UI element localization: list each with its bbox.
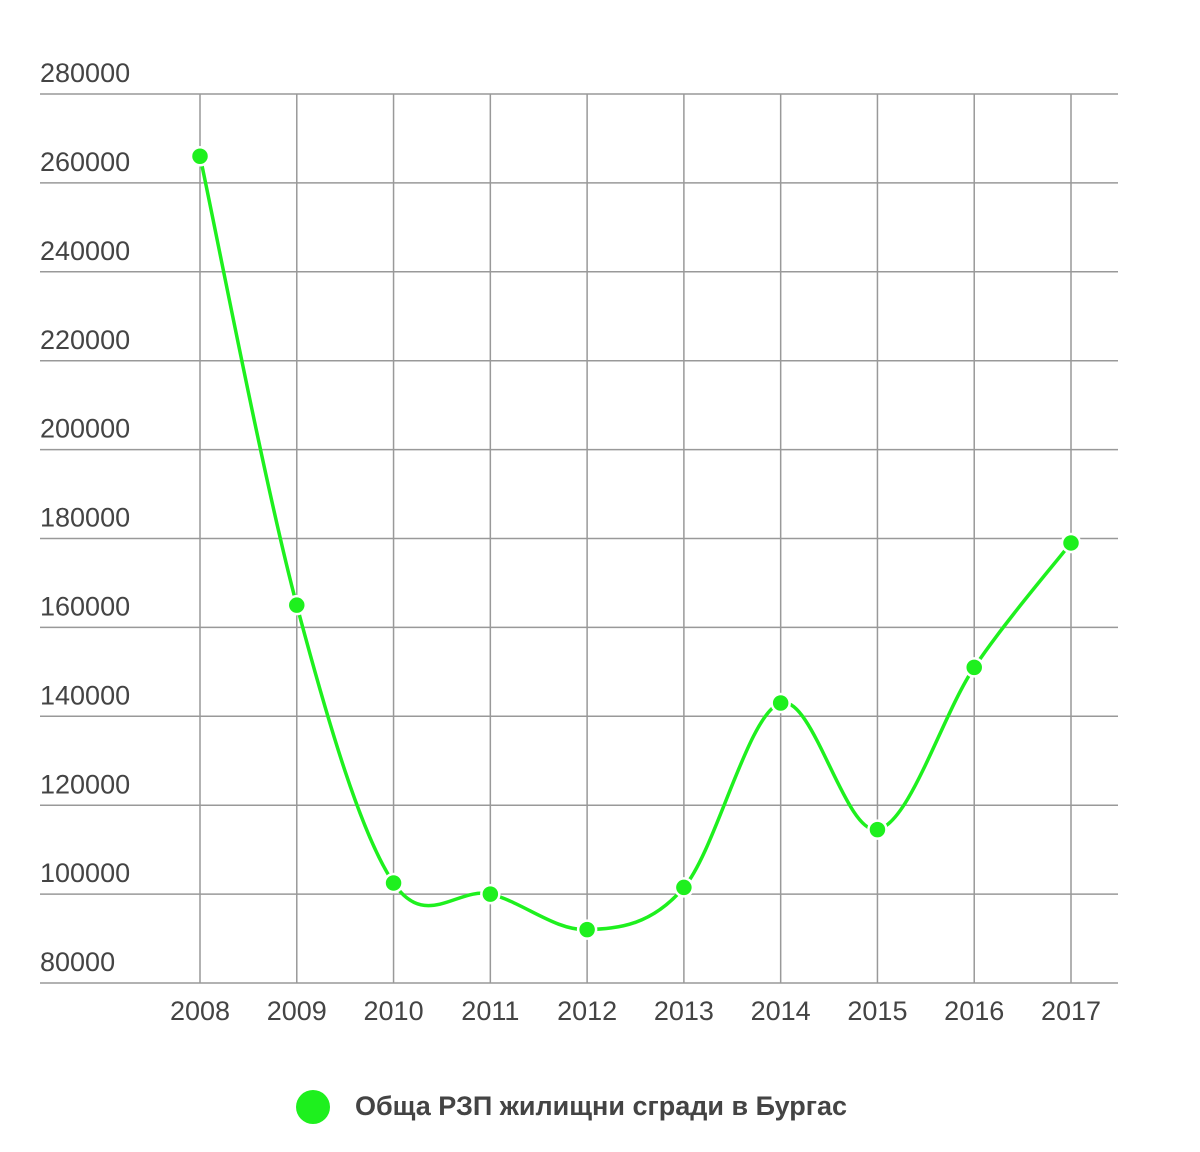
point xyxy=(189,145,211,167)
legend-marker xyxy=(296,1090,330,1124)
y-tick-label: 140000 xyxy=(40,680,130,710)
y-tick-label: 220000 xyxy=(40,325,130,355)
y-tick-label: 240000 xyxy=(40,236,130,266)
point xyxy=(480,883,501,905)
x-tick-label: 2010 xyxy=(364,996,424,1026)
x-tick-label: 2008 xyxy=(170,996,230,1026)
point xyxy=(963,657,985,678)
point xyxy=(383,872,404,894)
x-tick-label: 2014 xyxy=(751,996,811,1026)
y-tick-label: 280000 xyxy=(40,58,130,88)
point xyxy=(673,877,695,898)
y-tick-label: 260000 xyxy=(40,147,130,177)
y-tick-label: 200000 xyxy=(40,414,130,444)
x-tick-label: 2015 xyxy=(847,996,907,1026)
point xyxy=(1060,532,1082,554)
point xyxy=(576,919,598,940)
y-tick-label: 120000 xyxy=(40,769,130,799)
x-tick-label: 2009 xyxy=(267,996,327,1026)
y-tick-label: 160000 xyxy=(40,592,130,622)
point xyxy=(286,594,308,616)
y-tick-label: 180000 xyxy=(40,503,130,533)
point xyxy=(867,819,888,840)
y-tick-label: 80000 xyxy=(40,947,115,977)
legend-label: Обща РЗП жилищни сгради в Бургас xyxy=(355,1091,847,1121)
y-tick-label: 100000 xyxy=(40,858,130,888)
x-tick-label: 2016 xyxy=(944,996,1004,1026)
x-tick-label: 2017 xyxy=(1041,996,1101,1026)
x-tick-label: 2013 xyxy=(654,996,714,1026)
x-tick-label: 2012 xyxy=(557,996,617,1026)
x-tick-label: 2011 xyxy=(461,996,519,1026)
point xyxy=(770,692,791,714)
